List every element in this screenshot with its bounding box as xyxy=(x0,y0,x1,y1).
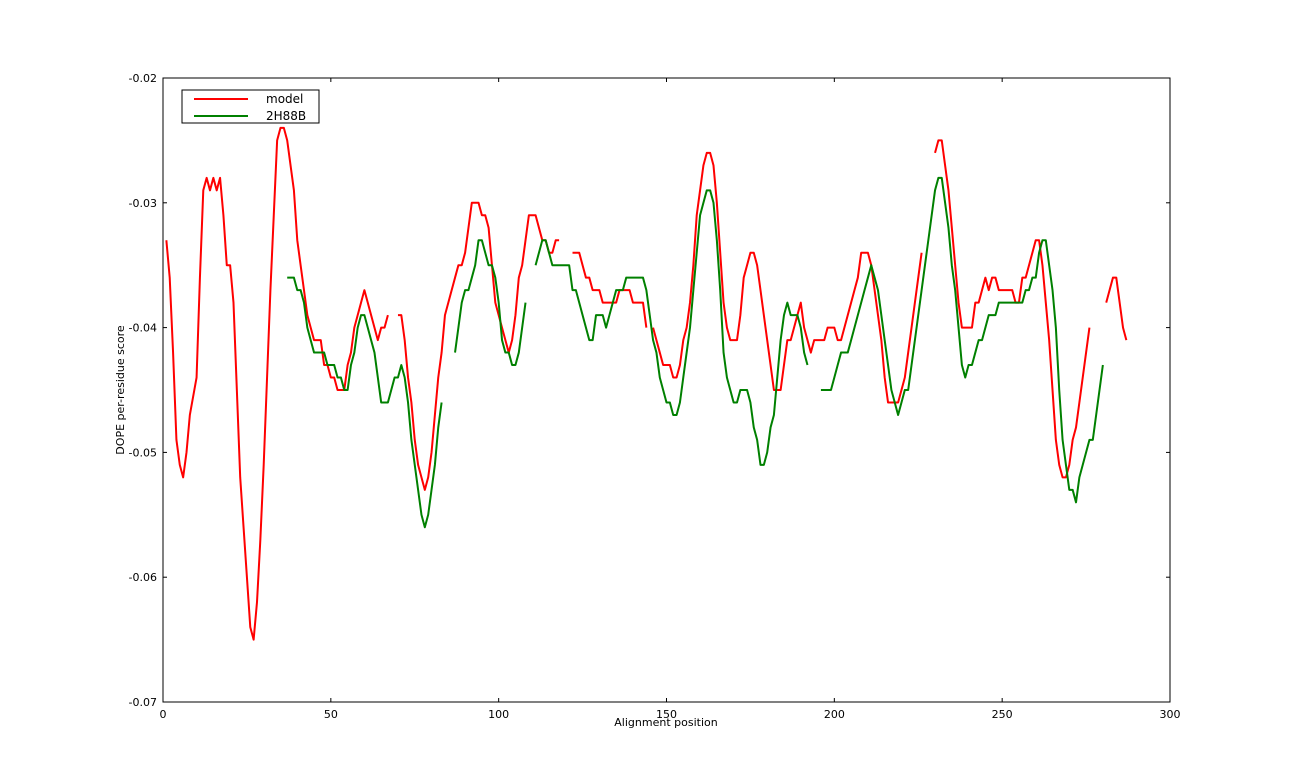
series-1-line-segment-6 xyxy=(1105,276,1128,341)
y-axis: -0.07 -0.06 -0.05 -0.04 -0.03 -0.02 xyxy=(129,72,1170,709)
series-1 xyxy=(165,126,1128,641)
y-tick-label: -0.05 xyxy=(129,446,157,459)
series-1-line-segment-1 xyxy=(165,126,389,641)
series-layer xyxy=(165,126,1128,641)
y-axis-label: DOPE per-residue score xyxy=(114,325,127,455)
legend-box xyxy=(181,89,320,124)
y-tick-label: -0.03 xyxy=(129,197,157,210)
legend-item-1: model xyxy=(194,92,303,106)
x-tick-label: 100 xyxy=(488,708,509,721)
plot-area xyxy=(163,78,1170,702)
x-tick-label: 0 xyxy=(160,708,167,721)
series-1-line-segment-2 xyxy=(397,201,560,491)
x-tick-label: 50 xyxy=(324,708,338,721)
legend: model 2H88B xyxy=(181,89,320,124)
series-1-line-segment-5 xyxy=(934,139,1091,479)
y-tick-label: -0.02 xyxy=(129,72,157,85)
series-2-line-segment-1 xyxy=(287,276,443,529)
series-2 xyxy=(287,176,1104,529)
y-tick-label: -0.07 xyxy=(129,696,157,709)
y-tick-label: -0.04 xyxy=(129,322,157,335)
series-1-line-segment-4 xyxy=(652,151,923,404)
legend-label: model xyxy=(266,92,303,106)
x-tick-label: 150 xyxy=(656,708,677,721)
x-tick-label: 250 xyxy=(992,708,1013,721)
series-2-line-segment-2 xyxy=(454,239,527,367)
x-tick-label: 200 xyxy=(824,708,845,721)
x-tick-label: 300 xyxy=(1160,708,1181,721)
y-tick-label: -0.06 xyxy=(129,571,157,584)
series-2-line-segment-4 xyxy=(820,176,1104,504)
legend-label: 2H88B xyxy=(266,109,306,123)
series-2-line-segment-3 xyxy=(534,189,809,466)
x-axis: 0 50 100 150 200 250 300 xyxy=(160,78,1181,721)
legend-item-2: 2H88B xyxy=(194,109,306,123)
series-1-line-segment-3 xyxy=(572,251,648,328)
x-axis-label: Alignment position xyxy=(614,716,717,729)
